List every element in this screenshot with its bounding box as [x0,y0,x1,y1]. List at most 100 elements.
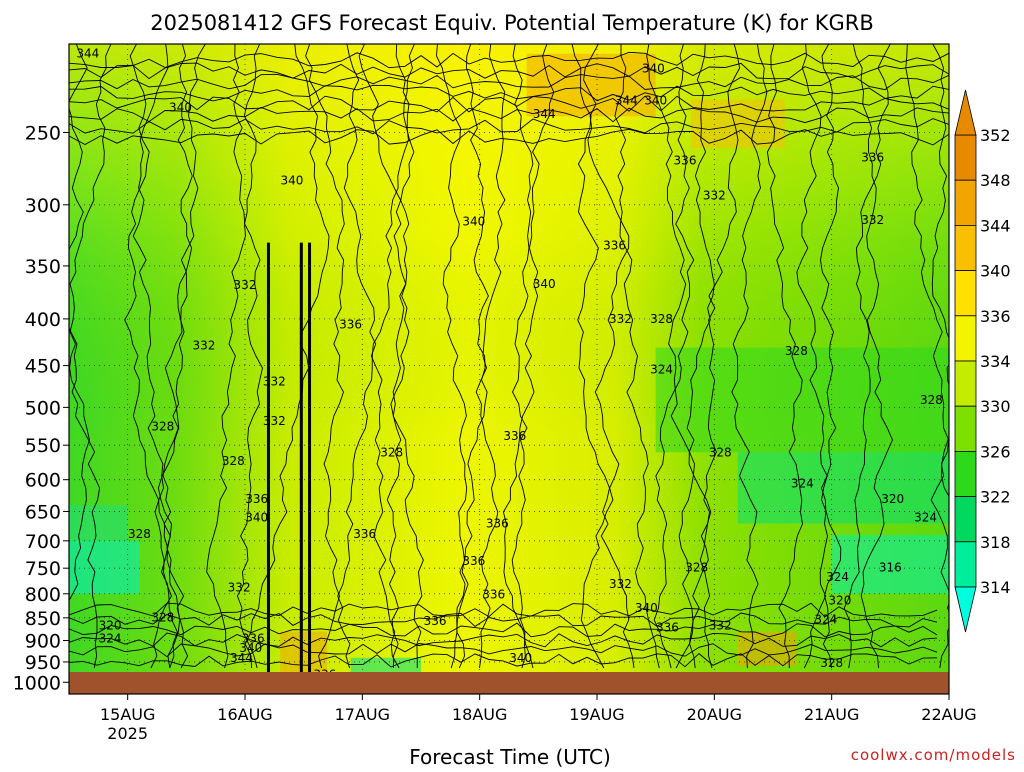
contour-label: 332 [263,414,286,428]
colorbar-segment [954,405,977,452]
contour-label: 328 [785,344,808,358]
contour-label: 340 [509,651,532,665]
contour-label: 340 [642,62,665,76]
contour-line [646,44,696,669]
contour-label-text: 332 [263,414,286,428]
x-axis: 15AUG 16AUG 17AUG 18AUG 19AUG 20AUG 21AUG 22AUG… [100,694,977,743]
contour-label-text: 332 [703,188,726,202]
contour-line [69,51,949,69]
y-tick-label: 250 [25,122,61,144]
contour-line [358,44,424,668]
colorbar-extend-bottom [954,586,977,633]
contour-label-text: 336 [603,239,626,253]
colorbar-segment [954,496,977,543]
contour-label-text: 328 [151,419,174,433]
contour-line [157,44,206,669]
contour-label: 336 [656,621,679,635]
contour-label-text: 332 [709,618,732,632]
contour-line [69,73,949,91]
contour-line [343,44,400,669]
contour-line [69,62,949,80]
contour-line [796,44,842,669]
contour-label: 320 [828,594,851,608]
contour-label-text: 340 [239,641,262,655]
contour-line [614,44,660,669]
contour-line [132,44,178,669]
y-tick-label: 650 [25,501,61,523]
contour-label-text: 332 [228,580,251,594]
contour-line [69,95,949,113]
contour-label-text: 332 [192,338,215,352]
y-tick-label: 1000 [13,672,61,694]
contour-label-text: 336 [424,614,447,628]
contour-label: 336 [242,631,265,645]
contour-label: 328 [380,446,403,460]
y-tick-label: 700 [25,531,61,553]
x-axis-label: Forecast Time (UTC) [409,745,611,768]
contour-label: 332 [609,312,632,326]
contour-label: 336 [603,239,626,253]
y-tick-label: 300 [25,195,61,217]
contour-label-text: 324 [650,362,673,376]
contour-label: 328 [709,446,732,460]
contour-label-text: 336 [656,621,679,635]
contour-label: 324 [914,511,937,525]
contour-label: 332 [709,618,732,632]
plot-frame [68,43,950,695]
contour-label: 328 [151,419,174,433]
y-tick-label: 400 [25,309,61,331]
colorbar-segment [954,134,977,181]
colorbar-tick-label: 336 [980,307,1011,326]
x-tick-label: 17AUG [335,705,390,724]
contour-line [675,44,715,669]
contour-label: 336 [245,492,268,506]
colorbar-segment [954,224,977,271]
contour-label-text: 324 [826,570,849,584]
contour-label-text: 324 [99,631,122,645]
contour-label-text: 332 [609,312,632,326]
contour-label-text: 332 [861,213,884,227]
contour-label: 340 [462,214,485,228]
x-tick-label: 20AUG [687,705,742,724]
colorbar-segment [954,541,977,588]
contour-label-text: 324 [814,612,837,626]
contour-line [69,128,949,146]
contour-line [206,44,261,669]
contour-line [766,44,803,669]
contour-label-text: 340 [509,651,532,665]
contour-label: 340 [245,511,268,525]
contour-line [69,602,938,618]
contour-label-text: 336 [339,318,362,332]
contour-label-text: 324 [791,477,814,491]
colorbar-segment [954,360,977,407]
contour-label: 344 [533,107,556,121]
colorbar-tick-label: 330 [980,397,1011,416]
contour-label: 328 [920,393,943,407]
contour-label: 340 [533,277,556,291]
contour-line [450,44,489,669]
contour-label-text: 328 [920,393,943,407]
colorbar-tick-label: 348 [980,171,1011,190]
contour-label-text: 340 [533,277,556,291]
field-region [69,505,128,541]
x-tick-label: 15AUG [100,705,155,724]
contour-label: 332 [234,278,257,292]
contour-line [386,44,415,669]
contour-label: 328 [650,312,673,326]
contour-label-text: 320 [881,492,904,506]
colorbar-tick-label: 344 [980,216,1011,235]
x-tick-label: 16AUG [217,705,272,724]
contour-line [852,44,893,669]
x-tick-label: 21AUG [804,705,859,724]
contour-label: 324 [650,362,673,376]
contour-label: 340 [169,100,192,114]
contour-line [475,44,506,669]
contour-label: 332 [861,213,884,227]
colorbar-tick-label: 318 [980,533,1011,552]
contour-line [69,622,938,638]
contour-label: 328 [151,611,174,625]
field-region [655,347,949,453]
y-tick-label: 600 [25,470,61,492]
